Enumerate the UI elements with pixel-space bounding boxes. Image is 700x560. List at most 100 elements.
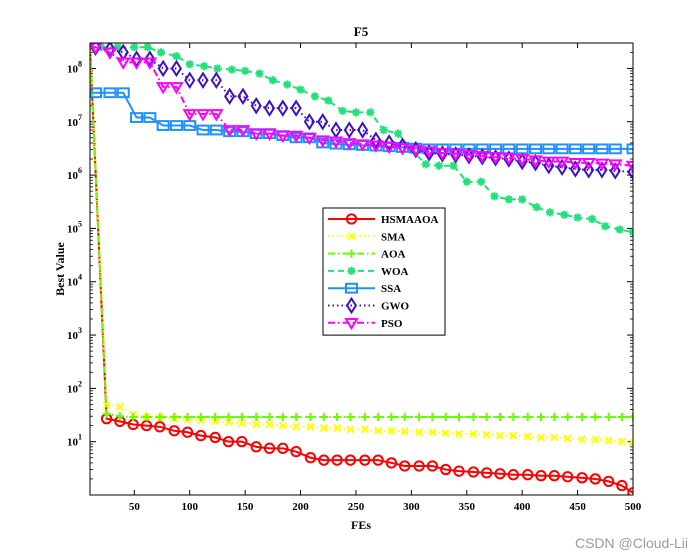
- data-point: [142, 412, 151, 422]
- legend-marker: [345, 213, 358, 225]
- data-point: [628, 412, 633, 422]
- data-point: [482, 430, 491, 439]
- data-point: [268, 76, 277, 85]
- data-point: [263, 99, 276, 117]
- data-point: [103, 87, 117, 99]
- data-point: [528, 143, 542, 155]
- data-point: [344, 454, 357, 466]
- x-tick-label: 350: [459, 501, 476, 513]
- data-point: [306, 422, 315, 431]
- data-point: [181, 426, 194, 438]
- data-point: [467, 466, 480, 478]
- data-point: [532, 203, 541, 212]
- data-point: [224, 418, 233, 427]
- x-tick-label: 200: [292, 501, 309, 513]
- data-point: [509, 412, 518, 422]
- data-point: [578, 435, 587, 444]
- y-tick-base: 10: [67, 383, 79, 395]
- y-tick-exponent: 3: [78, 326, 82, 335]
- y-tick-label: 102: [67, 379, 82, 395]
- data-point: [210, 71, 222, 89]
- data-point: [332, 412, 342, 422]
- data-point: [211, 417, 220, 426]
- series-line-ssa: [90, 91, 633, 150]
- legend-label: SMA: [381, 231, 406, 243]
- y-tick-exponent: 4: [78, 273, 82, 282]
- data-point: [514, 154, 530, 167]
- data-point: [195, 429, 207, 442]
- y-tick-base: 10: [67, 330, 79, 342]
- data-point: [496, 431, 505, 440]
- data-point: [262, 128, 277, 142]
- data-point: [548, 470, 560, 482]
- data-point: [601, 222, 610, 231]
- data-point: [415, 428, 424, 437]
- data-point: [615, 225, 624, 234]
- y-tick-label: 101: [67, 433, 82, 449]
- data-point: [184, 71, 196, 89]
- x-axis-label: FEs: [351, 518, 371, 532]
- data-point: [115, 412, 125, 421]
- x-tick-label: 150: [237, 501, 254, 513]
- data-point: [317, 113, 329, 131]
- chart-title: F5: [354, 24, 369, 39]
- data-point: [222, 436, 235, 448]
- legend: HSMAAOA SMA AOA WOA SSA GWO PSO: [322, 207, 446, 336]
- data-point: [252, 420, 261, 429]
- data-point: [440, 463, 452, 476]
- data-point: [346, 412, 355, 422]
- data-point: [596, 161, 608, 179]
- x-axis-ticks: 50 100 150 200 250 300 350 400 450 500: [129, 43, 642, 513]
- data-point: [342, 138, 357, 151]
- data-point: [372, 454, 384, 466]
- data-point: [542, 143, 556, 155]
- legend-label: GWO: [381, 301, 410, 313]
- data-point: [319, 424, 328, 433]
- data-point: [172, 52, 181, 61]
- series-pso: [90, 43, 633, 174]
- data-point: [324, 96, 333, 105]
- data-point: [604, 412, 613, 422]
- data-point: [469, 429, 478, 438]
- data-point: [129, 57, 144, 70]
- data-point: [509, 431, 518, 440]
- data-point: [481, 467, 493, 479]
- y-tick-base: 10: [67, 63, 79, 75]
- legend-marker: [347, 266, 356, 276]
- data-point: [475, 143, 489, 155]
- data-point: [568, 157, 583, 171]
- x-tick-label: 300: [403, 501, 420, 513]
- data-point: [129, 412, 138, 422]
- data-point: [381, 141, 397, 155]
- data-point: [414, 412, 424, 422]
- data-point: [296, 85, 305, 94]
- data-point: [563, 434, 572, 443]
- data-point: [102, 47, 118, 60]
- y-axis-label: Best Value: [53, 241, 67, 295]
- data-point: [338, 106, 347, 116]
- data-point: [357, 121, 369, 139]
- data-point: [589, 473, 601, 485]
- data-point: [288, 130, 304, 144]
- y-tick-base: 10: [67, 223, 79, 235]
- legend-label: WOA: [381, 266, 409, 278]
- data-point: [475, 150, 490, 164]
- data-point: [302, 132, 317, 146]
- data-point: [469, 412, 478, 422]
- y-tick-exponent: 1: [78, 433, 82, 442]
- data-point: [462, 177, 471, 186]
- data-point: [290, 99, 302, 117]
- data-point: [609, 162, 621, 180]
- data-point: [448, 149, 463, 162]
- data-point: [236, 436, 248, 448]
- data-point: [393, 129, 403, 138]
- data-point: [237, 87, 249, 106]
- y-tick-exponent: 5: [78, 219, 82, 228]
- data-point: [368, 140, 384, 153]
- data-point: [211, 412, 220, 422]
- data-point: [604, 436, 613, 445]
- data-point: [333, 424, 342, 433]
- data-point: [490, 192, 499, 201]
- data-point: [196, 412, 205, 422]
- data-point: [591, 412, 600, 422]
